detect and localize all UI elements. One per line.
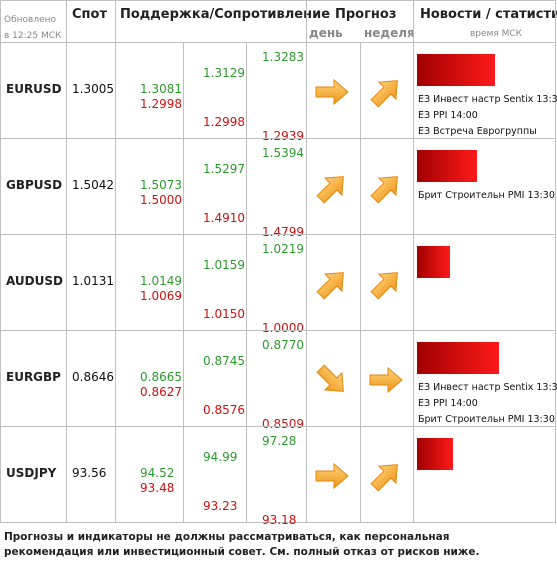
arrow-icon [370,272,398,300]
level: 1.0069 [140,289,182,303]
news-bar [417,54,495,86]
level: 1.0159 [203,258,245,272]
level: 93.18 [262,513,297,527]
arrow-icon [370,176,398,204]
forecast-arrow [309,165,354,210]
pair: EURUSD [6,82,62,96]
news-item: ЕЗ Встреча Еврогруппы [418,126,537,137]
level: 1.2939 [262,129,304,143]
updated: Обновлено в 12:25 МСК [4,15,62,41]
border [66,0,67,522]
border [360,42,361,522]
border [0,234,556,235]
arrow-icon [370,464,398,492]
level: 1.0219 [262,242,304,256]
level: 1.5000 [140,193,182,207]
level: 0.8770 [262,338,304,352]
level: 94.52 [140,466,175,480]
spot: 1.0131 [72,274,114,288]
news-header: Новости / статистика [420,7,557,22]
arrow-icon [315,78,349,106]
news-bar [417,246,450,278]
level: 1.5073 [140,178,182,192]
forecast-arrow [314,462,350,490]
forecast-arrow [363,453,408,498]
forecast-header: Прогноз [335,7,397,22]
spot-header: Спот [72,7,107,22]
news-item: ЕЗ PPI 14:00 [418,398,478,409]
pair: AUDUSD [6,274,63,288]
border [306,0,307,522]
forecast-arrow [309,261,354,306]
disclaimer: Прогнозы и индикаторы не должны рассматр… [4,531,480,558]
border [183,42,184,522]
level: 0.8576 [203,403,245,417]
level: 1.3129 [203,66,245,80]
level: 97.28 [262,434,297,448]
level: 1.0149 [140,274,182,288]
level: 1.3283 [262,50,304,64]
border [413,0,414,522]
news-bar [417,438,453,470]
border [0,0,1,522]
arrow-icon [316,176,344,204]
time-header: время МСК [470,29,523,39]
pair: USDJPY [6,466,57,480]
spot: 1.3005 [72,82,114,96]
level: 93.23 [203,499,238,513]
forecast-arrow [314,78,350,106]
arrow-icon [369,366,403,394]
level: 0.8627 [140,385,182,399]
level: 0.8509 [262,417,304,431]
border [115,0,116,522]
level: 1.2998 [140,97,182,111]
levels-header: Поддержка/Сопротивление [120,7,331,22]
news-item: Брит Строительн PMI 13:30 [418,190,555,201]
spot: 0.8646 [72,370,114,384]
forecast-arrow [309,357,354,402]
level: 1.2998 [203,115,245,129]
spot: 1.5042 [72,178,114,192]
forecast-arrow [363,69,408,114]
border [0,138,556,139]
news-item: ЕЗ PPI 14:00 [418,110,478,121]
border [246,42,247,522]
forecast-arrow [363,261,408,306]
level: 1.0150 [203,307,245,321]
spot: 93.56 [72,466,107,480]
arrow-icon [370,80,398,108]
border [0,42,556,43]
news-item: ЕЗ Инвест настр Sentix 13:30 [418,382,557,393]
arrow-icon [316,272,344,300]
level: 0.8665 [140,370,182,384]
news-bar [417,342,499,374]
week-header: неделя [364,26,415,40]
border [0,330,556,331]
forecast-arrow [363,165,408,210]
level: 1.4910 [203,211,245,225]
arrow-icon [315,462,349,490]
border [0,426,556,427]
pair: EURGBP [6,370,61,384]
news-item: ЕЗ Инвест настр Sentix 13:30 [418,94,557,105]
level: 1.4799 [262,225,304,239]
level: 1.0000 [262,321,304,335]
arrow-icon [316,364,344,392]
border [555,0,556,522]
level: 94.99 [203,450,238,464]
forecast-arrow [368,366,404,394]
news-bar [417,150,477,182]
pair: GBPUSD [6,178,63,192]
border [0,522,556,523]
level: 1.5394 [262,146,304,160]
border [0,0,556,1]
level: 0.8745 [203,354,245,368]
news-item: Брит Строительн PMI 13:30 [418,414,555,425]
day-header: день [309,26,343,40]
level: 1.5297 [203,162,245,176]
level: 1.3081 [140,82,182,96]
level: 93.48 [140,481,175,495]
